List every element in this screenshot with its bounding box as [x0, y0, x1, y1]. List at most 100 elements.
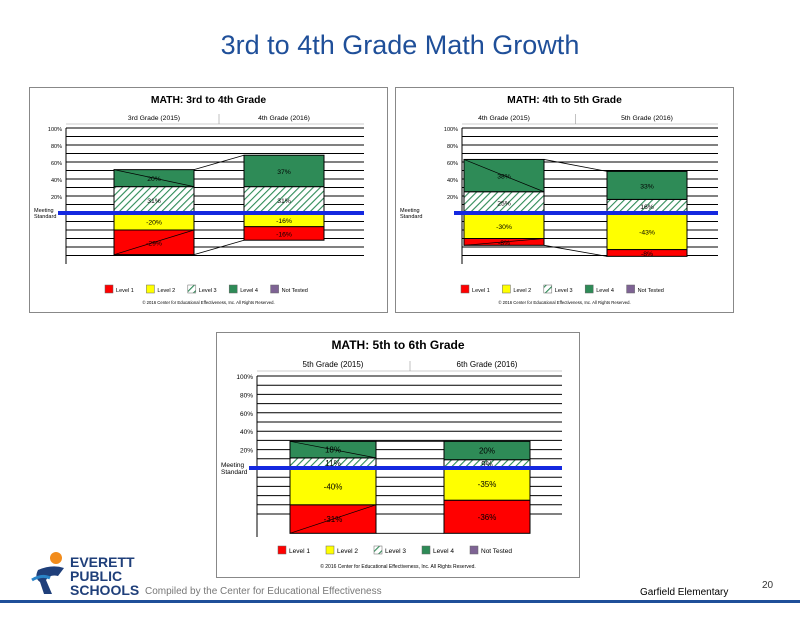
chart-title: MATH: 3rd to 4th Grade: [151, 95, 267, 106]
data-label: -40%: [324, 482, 343, 491]
meeting-label: Standard: [221, 469, 248, 476]
legend-label: Level 2: [157, 288, 175, 294]
y-tick-label: 40%: [240, 429, 253, 436]
page-number: 20: [762, 580, 774, 591]
legend-swatch: [187, 284, 197, 294]
legend-label: Level 1: [289, 548, 310, 555]
meeting-label: Standard: [34, 214, 56, 220]
chart-panel-4th-to-5th: MATH: 4th to 5th Grade 4th Grade (2015) 5t…: [395, 87, 734, 313]
meeting-label: Standard: [400, 214, 422, 220]
legend-label: Level 4: [433, 548, 454, 555]
connector-line: [193, 239, 245, 256]
legend-label: Level 4: [240, 288, 258, 294]
chart-panel-3rd-to-4th: MATH: 3rd to 4th Grade 3rd Grade (2015) 4t…: [29, 87, 388, 313]
data-label: 20%: [147, 176, 161, 183]
chart-title: MATH: 4th to 5th Grade: [507, 95, 622, 106]
bar-level4: [443, 440, 531, 461]
category-label: 4th Grade (2016): [258, 115, 310, 122]
y-tick-label: 100%: [444, 127, 458, 133]
copyright-text: © 2016 Center for Educational Effectiven…: [320, 563, 476, 570]
bar-diagonal: [463, 159, 545, 193]
data-label: 9%: [481, 460, 493, 469]
legend-swatch: [270, 284, 279, 294]
legend-label: Not Tested: [282, 288, 308, 294]
bar-level4: [243, 154, 325, 188]
logo-line-1: EVERETT: [70, 554, 135, 570]
legend-swatch: [626, 284, 635, 294]
y-tick-label: 20%: [51, 195, 62, 201]
bar-diagonal: [113, 229, 195, 255]
legend-label: Level 3: [199, 288, 217, 294]
bar-diagonal: [289, 440, 377, 459]
data-label: -31%: [324, 515, 343, 524]
slide-title: 3rd to 4th Grade Math Growth: [220, 30, 580, 60]
category-label: 5th Grade (2015): [303, 360, 364, 369]
data-label: -8%: [641, 251, 653, 258]
data-label: -16%: [276, 218, 292, 225]
bar-diagonal: [289, 504, 377, 534]
chart-svg: MATH: 5th to 6th Grade 5th Grade (2015) 6t…: [221, 338, 562, 570]
chart-title: MATH: 5th to 6th Grade: [331, 338, 464, 352]
data-label: 37%: [277, 169, 291, 176]
legend-label: Level 2: [337, 548, 358, 555]
category-label: 6th Grade (2016): [457, 360, 518, 369]
meeting-label: Meeting: [221, 462, 245, 469]
legend-swatch: [460, 284, 470, 294]
legend-label: Level 1: [116, 288, 134, 294]
y-tick-label: 80%: [51, 144, 62, 150]
legend-swatch: [146, 284, 155, 294]
legend-swatch: [502, 284, 511, 294]
legend-swatch: [584, 284, 594, 294]
legend-swatch: [421, 545, 431, 555]
data-label: -43%: [639, 229, 655, 236]
y-tick-label: 20%: [240, 448, 253, 455]
connector-line: [193, 154, 245, 171]
y-tick-label: 100%: [236, 374, 253, 381]
legend-swatch: [373, 545, 383, 555]
copyright-text: © 2016 Center for Educational Effectiven…: [142, 300, 274, 305]
footer-credit: Compiled by the Center for Educational E…: [145, 586, 382, 597]
bar-level2: [289, 467, 377, 506]
data-label: 38%: [497, 174, 511, 181]
logo-line-3: SCHOOLS: [70, 582, 140, 598]
data-label: 25%: [497, 200, 511, 207]
data-label: 31%: [147, 198, 161, 205]
y-tick-label: 80%: [447, 144, 458, 150]
y-tick-label: 80%: [240, 392, 253, 399]
data-label: -35%: [478, 480, 497, 489]
legend-swatch: [325, 545, 335, 555]
logo-line-2: PUBLIC: [70, 568, 123, 584]
legend-swatch: [469, 545, 479, 555]
data-label: 18%: [325, 446, 341, 455]
legend-label: Not Tested: [638, 288, 664, 294]
meeting-label: Meeting: [34, 208, 54, 214]
data-label: 11%: [325, 459, 340, 468]
data-label: 33%: [640, 183, 654, 190]
legend-label: Level 1: [472, 288, 490, 294]
bar-diagonal: [113, 169, 195, 187]
bar-diagonal: [463, 238, 545, 246]
legend-label: Level 4: [596, 288, 614, 294]
bar-level2: [443, 467, 531, 501]
footer-divider: [0, 600, 800, 603]
y-tick-label: 60%: [240, 411, 253, 418]
data-label: 20%: [479, 447, 495, 456]
y-tick-label: 20%: [447, 195, 458, 201]
data-label: -8%: [498, 240, 510, 247]
y-tick-label: 60%: [447, 161, 458, 167]
connector-line: [543, 244, 608, 257]
legend-label: Level 3: [385, 548, 406, 555]
chart-svg: MATH: 4th to 5th Grade 4th Grade (2015) 5t…: [400, 95, 718, 305]
connector-line: [543, 159, 608, 172]
legend-label: Level 3: [555, 288, 573, 294]
legend-swatch: [277, 545, 287, 555]
data-label: 16%: [640, 204, 654, 211]
y-tick-label: 40%: [51, 178, 62, 184]
y-tick-label: 100%: [48, 127, 62, 133]
chart-panel-5th-to-6th: MATH: 5th to 6th Grade 5th Grade (2015) 6t…: [216, 332, 580, 578]
footer-school: Garfield Elementary: [640, 587, 729, 598]
category-label: 4th Grade (2015): [478, 115, 530, 122]
meeting-label: Meeting: [400, 208, 420, 214]
legend-swatch: [104, 284, 114, 294]
data-label: -29%: [146, 240, 162, 247]
